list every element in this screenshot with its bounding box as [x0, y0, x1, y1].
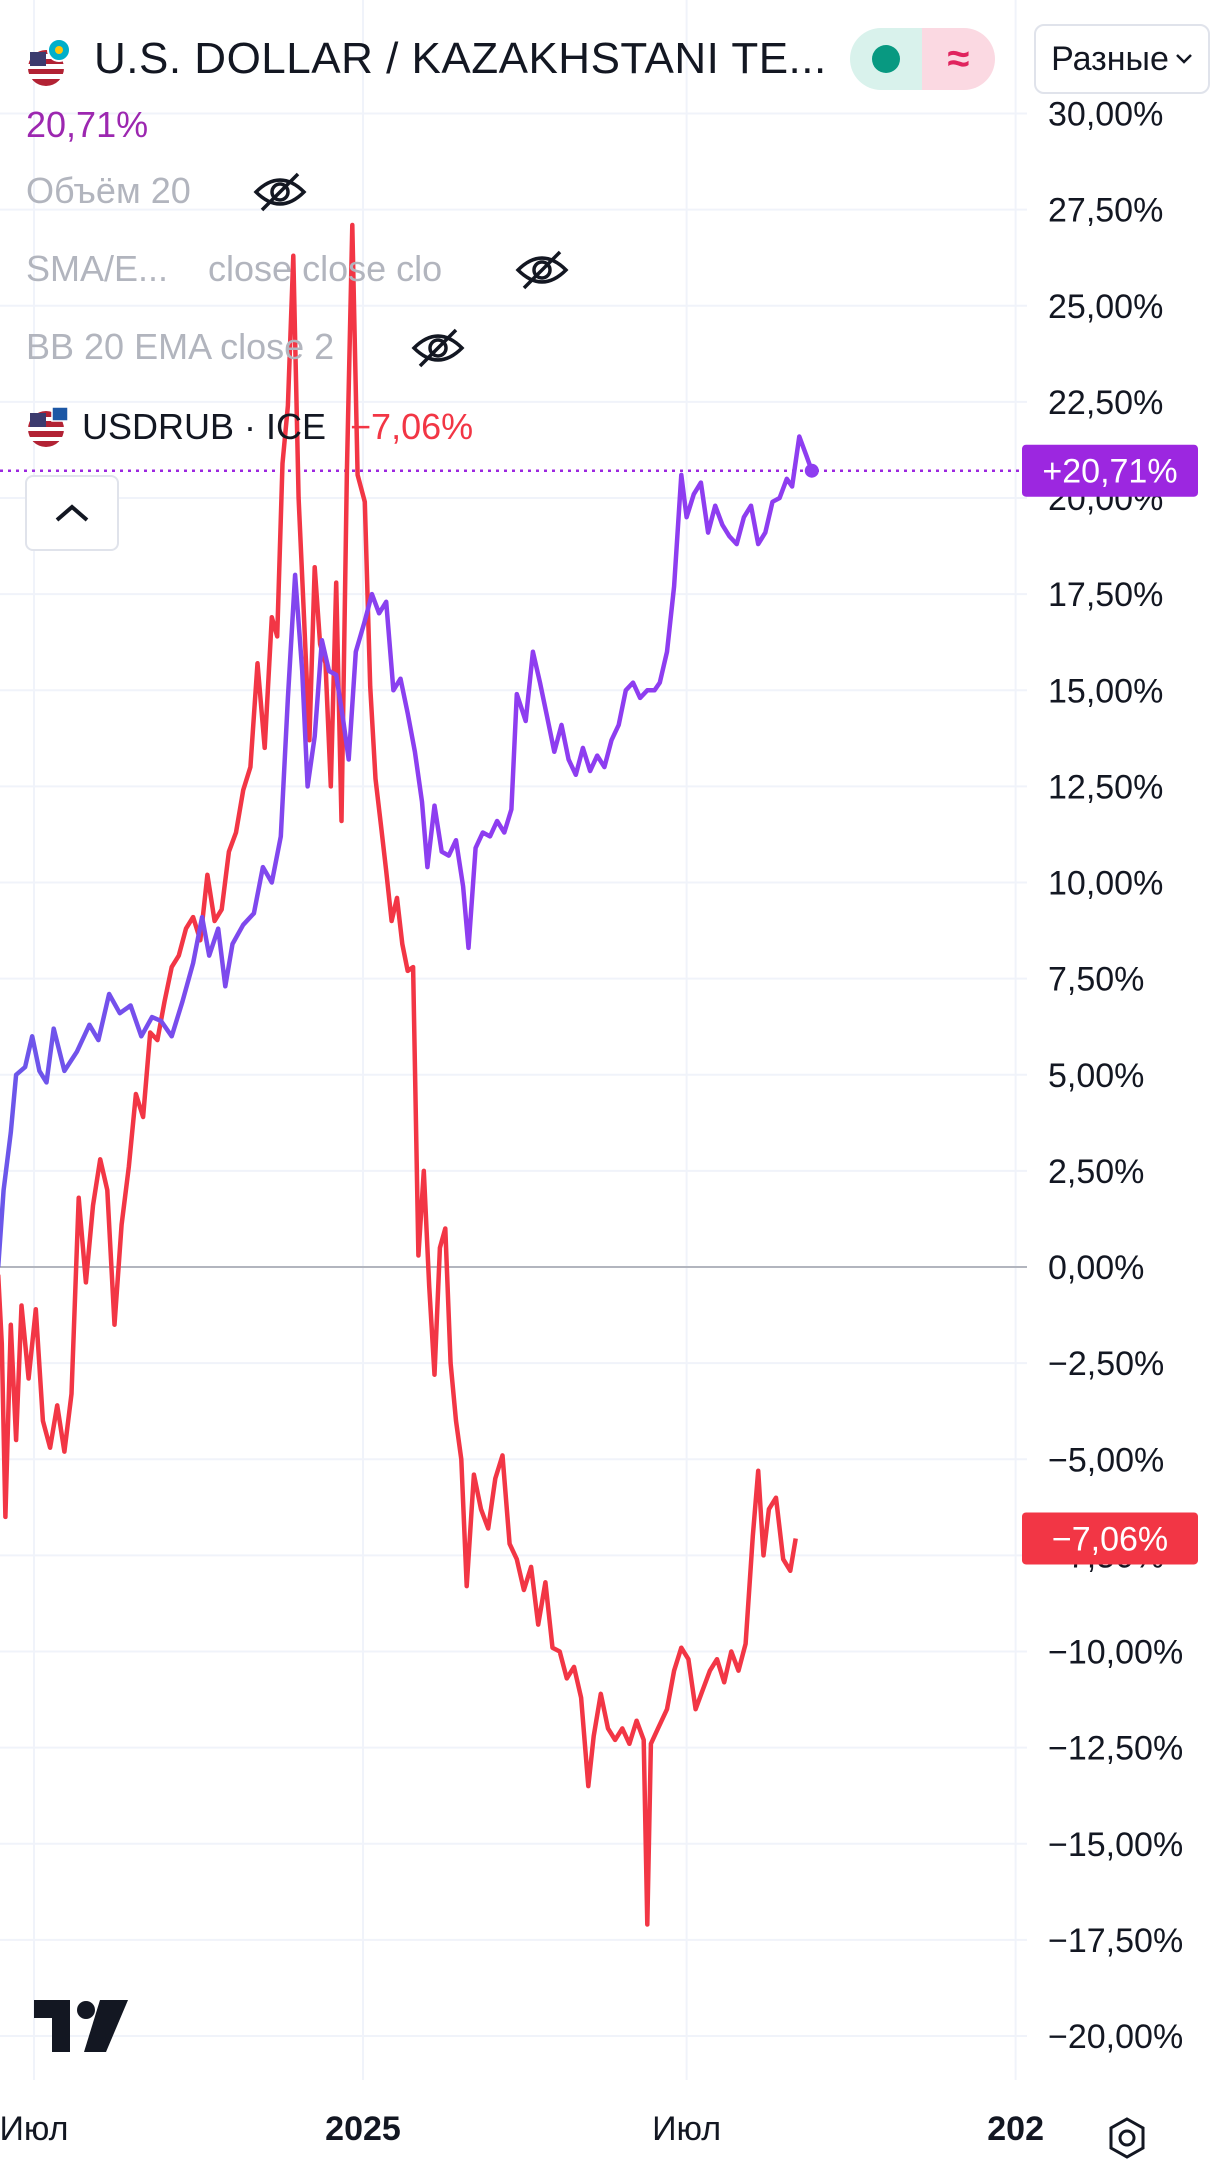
collapse-legend-button[interactable] [25, 475, 119, 551]
indicator-sma-params: close close clo [208, 248, 443, 289]
price-badge-kzt-bg [1022, 444, 1198, 497]
y-tick-label: −15,00% [1048, 1826, 1183, 1864]
status-dot-icon [872, 45, 900, 73]
y-tick-label: 5,00% [1048, 1057, 1144, 1095]
y-tick-label: 7,50% [1048, 961, 1144, 999]
y-tick-label: 25,00% [1048, 288, 1163, 326]
y-tick-label: 10,00% [1048, 865, 1163, 903]
settings-gear-icon[interactable] [1105, 2116, 1149, 2160]
x-tick-label: Июл [652, 2110, 721, 2148]
y-tick-label: 27,50% [1048, 192, 1163, 230]
price-badges: +20,71% −7,06% [1022, 444, 1198, 1565]
price-scale[interactable]: 30,00%27,50%25,00%22,50%20,00%17,50%15,0… [1048, 96, 1183, 2057]
x-tick-label: Июл [0, 2110, 69, 2148]
compare-change: −7,06% [350, 406, 474, 447]
y-tick-label: 0,00% [1048, 1249, 1144, 1287]
y-tick-label: 2,50% [1048, 1153, 1144, 1191]
time-scale[interactable]: Июл 2025 Июл 202 [0, 2110, 1044, 2148]
compare-symbol-label: USDRUB · ICE [82, 406, 327, 447]
y-tick-label: −17,50% [1048, 1922, 1183, 1960]
indicator-volume[interactable]: Объём 20 [26, 170, 191, 212]
y-tick-label: −20,00% [1048, 2018, 1183, 2056]
symbol-title[interactable]: U.S. DOLLAR / KAZAKHSTANI TE... [94, 34, 827, 83]
y-tick-label: 22,50% [1048, 384, 1163, 422]
chevron-up-icon [55, 504, 89, 522]
wave-icon: ≈ [947, 36, 970, 81]
compare-symbol-row[interactable]: USDRUB · ICE −7,06% [26, 402, 473, 452]
series-line-usdkzt [0, 434, 814, 1268]
scale-mode-button[interactable]: Разные [1034, 24, 1210, 94]
y-tick-label: 12,50% [1048, 768, 1163, 806]
usd-rub-flag-icon [28, 406, 68, 447]
indicator-sma-ema[interactable]: SMA/E... close close clo [26, 248, 442, 290]
y-tick-label: −12,50% [1048, 1730, 1183, 1768]
indicator-volume-label: Объём 20 [26, 170, 191, 211]
hidden-eye-icon[interactable] [410, 326, 466, 370]
y-tick-label: 15,00% [1048, 672, 1163, 710]
price-badge-rub-bg [1022, 1512, 1198, 1565]
chevron-down-icon [1176, 54, 1192, 64]
indicator-bb-label: BB 20 EMA close 2 [26, 326, 335, 367]
usd-kzt-flag-icon [26, 38, 71, 88]
last-point-marker [804, 463, 819, 478]
data-mode-indicator[interactable]: ≈ [922, 28, 995, 90]
y-tick-label: −5,00% [1048, 1441, 1164, 1479]
price-badge-kzt: +20,71% [1042, 453, 1177, 491]
market-status-pill[interactable]: ≈ [850, 28, 995, 90]
x-tick-label: 202 [987, 2110, 1044, 2148]
hidden-eye-icon[interactable] [252, 170, 308, 214]
tradingview-logo-icon[interactable] [34, 2000, 128, 2052]
x-tick-label: 2025 [325, 2110, 401, 2148]
y-tick-label: −2,50% [1048, 1345, 1164, 1383]
series-line-usdrub [0, 222, 798, 1927]
y-tick-label: −10,00% [1048, 1634, 1183, 1672]
y-tick-label: 30,00% [1048, 96, 1163, 134]
scale-mode-label: Разные [1051, 39, 1169, 78]
main-series-percent: 20,71% [26, 104, 149, 145]
hidden-eye-icon[interactable] [514, 248, 570, 292]
grid-layer [0, 0, 1027, 2080]
market-open-indicator[interactable] [850, 28, 922, 90]
price-badge-rub: −7,06% [1052, 1520, 1168, 1558]
indicator-bollinger[interactable]: BB 20 EMA close 2 [26, 326, 334, 368]
y-tick-label: 17,50% [1048, 576, 1163, 614]
legend-header: U.S. DOLLAR / KAZAKHSTANI TE... ≈ Разные [0, 0, 1220, 120]
series-layer [0, 222, 819, 1927]
indicator-sma-label: SMA/E... [26, 248, 169, 289]
